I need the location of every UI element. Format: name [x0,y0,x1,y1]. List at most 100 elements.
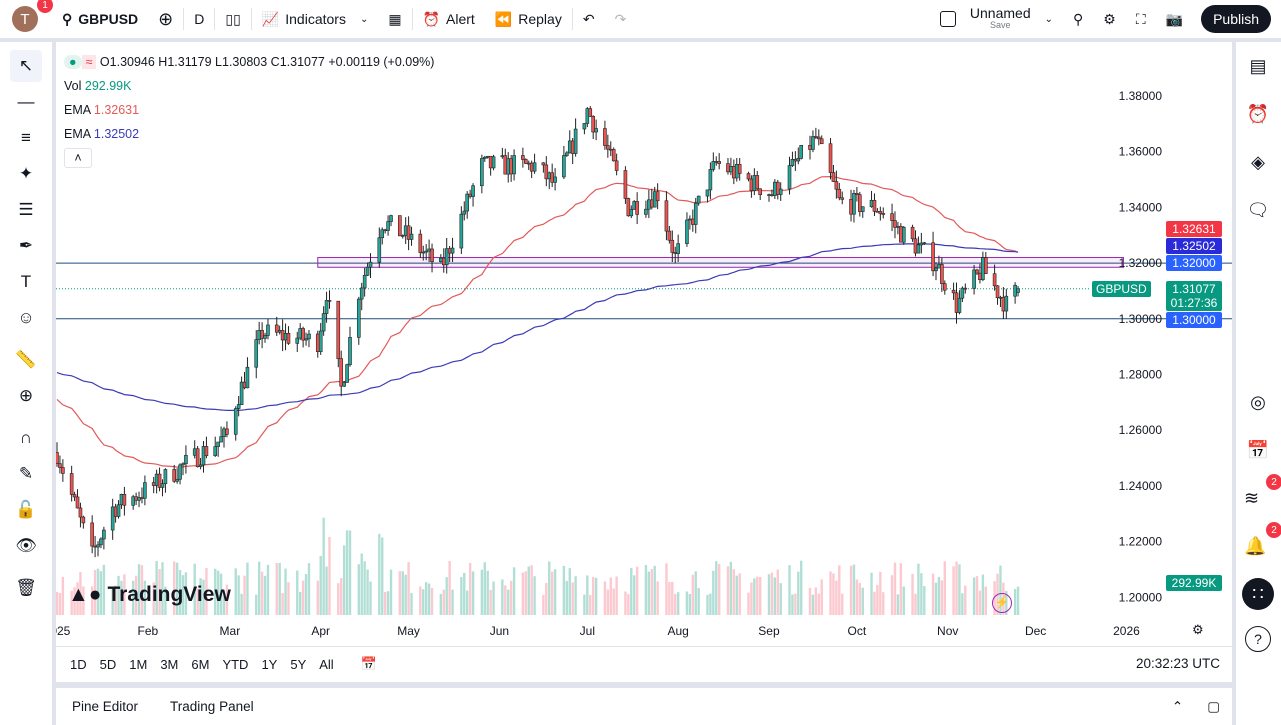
volume-bar [550,571,554,615]
volume-bar [489,589,492,615]
chart-type-button[interactable]: ▯▯ [215,0,250,38]
notifications-button[interactable]: 🔔 2 [1242,522,1281,562]
volume-bar [747,592,750,615]
settings-button[interactable]: ⚙ [1093,0,1126,38]
measure-tool[interactable]: 📏 [10,344,42,376]
candle-body [685,219,689,244]
indicators-button[interactable]: 📈 Indicators ⌄ [261,10,369,28]
fib-tool[interactable]: ≡ [10,122,42,154]
smiley-icon: ☺ [17,308,35,327]
tab-pine-editor[interactable]: Pine Editor [72,699,139,714]
volume-bar [717,563,721,615]
lock-tool[interactable]: 🔓 [10,494,42,526]
stay-drawing-tool[interactable]: ✎ [10,458,42,490]
cursor-tool[interactable]: ↖ [10,50,42,82]
magnet-tool[interactable]: ∩ [10,422,42,454]
replay-button[interactable]: ⏪ Replay [494,10,562,28]
text-tool[interactable]: T [10,266,42,298]
candle-body [529,162,534,172]
candle-body [960,287,965,299]
candle-body [181,463,185,466]
candle-body [940,264,944,284]
maximize-panel-button[interactable]: ▢ [1195,699,1232,715]
volume-bar [348,530,352,615]
range-1y[interactable]: 1Y [261,656,278,672]
candle-body [594,128,598,133]
volume-bar [383,591,387,615]
compare-button[interactable]: ⊕ [148,0,183,38]
camera-icon: 📷 [1165,10,1184,27]
remove-tool[interactable]: 🗑 [10,572,42,604]
alerts-button[interactable]: ⏰ [1242,98,1274,130]
date-range-icon[interactable]: 📅 [360,656,377,671]
volume-bar [237,575,240,615]
candle-body [787,165,792,190]
collapse-panel-button[interactable]: ⌃ [1160,699,1195,715]
range-6m[interactable]: 6M [191,656,210,672]
volume-bar [870,572,873,615]
candle-body [163,469,168,484]
tab-trading-panel[interactable]: Trading Panel [170,699,254,714]
volume-bar [322,517,325,615]
volume-bar [674,593,677,615]
range-ytd[interactable]: YTD [222,656,249,672]
interval-button[interactable]: D [194,11,205,27]
news-button[interactable]: ≋ 2 [1242,474,1281,514]
calendar-button[interactable]: 📅 [1242,434,1274,466]
publish-button[interactable]: Publish [1201,5,1271,33]
range-3m[interactable]: 3M [160,656,179,672]
volume-bar [548,561,551,615]
candle-body [919,242,924,246]
lightning-icon[interactable]: ⚡ [992,593,1012,613]
fullscreen-button[interactable]: ⛶ [1126,0,1156,38]
help-button[interactable]: ? [1245,626,1271,652]
layout-menu[interactable]: Unnamed Save ⌄ [930,0,1063,38]
candle-body [705,189,710,197]
trend-line-tool[interactable]: — [10,86,42,118]
hide-tool[interactable]: 👁 [10,530,42,562]
apps-button[interactable]: ∷ [1242,578,1274,610]
redo-button[interactable]: ↷ [605,0,637,38]
candle-body [75,496,80,509]
volume-bar [1016,586,1020,615]
emoji-tool[interactable]: ☺ [10,302,42,334]
snapshot-button[interactable]: 📷 [1156,0,1193,38]
volume-bar [424,582,428,615]
candle-body [603,128,607,146]
candle-body [178,464,182,480]
quick-search-button[interactable]: ⚲ [1063,0,1093,38]
range-all[interactable]: All [319,656,334,672]
candle-body [796,157,801,162]
price-chart[interactable]: 2025 Feb Mar Apr May Jun Jul Aug Sep Oct Nov Dec 202… [56,42,1232,682]
symbol-search[interactable]: ⚲ GBPUSD [62,10,139,28]
candle-body [816,136,821,140]
range-5y[interactable]: 5Y [290,656,307,672]
range-5d[interactable]: 5D [99,656,117,672]
layouts-button[interactable]: ▦ [378,0,411,38]
forecast-tool[interactable]: ☰ [10,194,42,226]
watchlist-button[interactable]: ▤ [1242,50,1274,82]
brush-tool[interactable]: ✒ [10,230,42,262]
chart-pane[interactable]: 2025 Feb Mar Apr May Jun Jul Aug Sep Oct Nov Dec 202… [56,42,1232,682]
tradingview-logo[interactable]: ▲● TradingView [68,583,231,606]
chat-button[interactable]: 🗨 [1242,194,1274,226]
volume-bar [131,580,135,615]
range-1m[interactable]: 1M [129,656,148,672]
target-button[interactable]: ◎ [1242,386,1274,418]
layers-button[interactable]: ◈ [1242,146,1274,178]
undo-button[interactable]: ↶ [573,0,605,38]
candle-body [875,210,880,213]
axis-settings-button[interactable]: ⚙ [1192,622,1204,638]
volume-bar [750,582,753,615]
clock[interactable]: 20:32:23 UTC [1136,656,1221,671]
candle-body [749,178,754,191]
volume-bar [738,573,741,615]
pattern-tool[interactable]: ✦ [10,158,42,190]
alert-button[interactable]: ⏰ Alert [422,10,475,28]
zoom-tool[interactable]: ⊕ [10,380,42,412]
candle-body [553,176,557,183]
range-1d[interactable]: 1D [70,656,87,672]
collapse-legend-button[interactable]: ˄ [64,148,92,168]
x-tick: Mar [220,624,241,638]
